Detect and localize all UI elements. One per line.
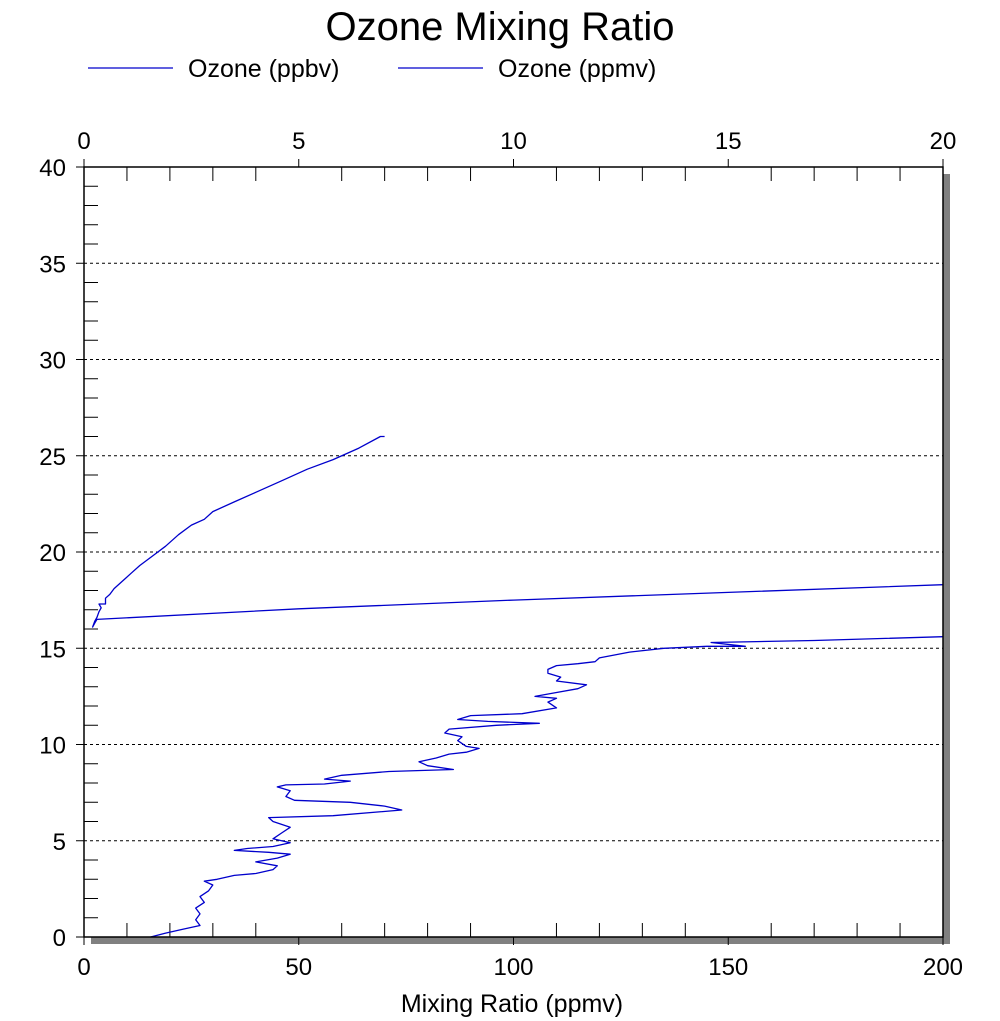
- x-bottom-tick-label: 0: [77, 954, 90, 981]
- x-axis-label: Mixing Ratio (ppmv): [401, 990, 623, 1018]
- minor-ticks: [76, 159, 944, 945]
- y-tick-label: 25: [39, 444, 66, 471]
- legend: Ozone (ppbv) Ozone (ppmv): [88, 55, 656, 83]
- grid-lines: [84, 262, 943, 842]
- x-bottom-tick-label: 50: [285, 954, 312, 981]
- x-bottom-tick-label: 200: [923, 954, 963, 981]
- x-bottom-tick-label: 100: [493, 954, 533, 981]
- y-tick-label: 15: [39, 636, 66, 663]
- legend-label-ozone-ppbv: Ozone (ppbv): [188, 55, 339, 83]
- x-top-tick-label: 20: [930, 128, 957, 155]
- y-tick-label: 35: [39, 251, 66, 278]
- x-bottom-tick-label: 150: [708, 954, 748, 981]
- plot-frame: [83, 166, 944, 938]
- chart-title: Ozone Mixing Ratio: [325, 5, 674, 49]
- series-line-ozone-ppbv: [150, 636, 944, 938]
- x-top-tick-label: 5: [292, 128, 305, 155]
- y-tick-label: 20: [39, 540, 66, 567]
- series-group: [91, 435, 944, 938]
- y-tick-label: 40: [39, 155, 66, 182]
- plot-shadow-bottom: [91, 937, 950, 944]
- x-top-tick-label: 15: [715, 128, 742, 155]
- y-tick-label: 30: [39, 348, 66, 375]
- x-top-tick-label: 0: [77, 128, 90, 155]
- tick-labels: 0 5 10 15 20 25 30 35 40 0 50 100 150 200 0 5 10 15 20: [39, 128, 963, 981]
- legend-label-ozone-ppmv: Ozone (ppmv): [498, 55, 656, 83]
- y-tick-label: 5: [53, 829, 66, 856]
- series-line-ozone-ppmv: [91, 435, 944, 628]
- y-tick-label: 10: [39, 733, 66, 760]
- y-tick-label: 0: [53, 925, 66, 952]
- x-top-tick-label: 10: [500, 128, 527, 155]
- plot-shadow-right: [943, 174, 950, 944]
